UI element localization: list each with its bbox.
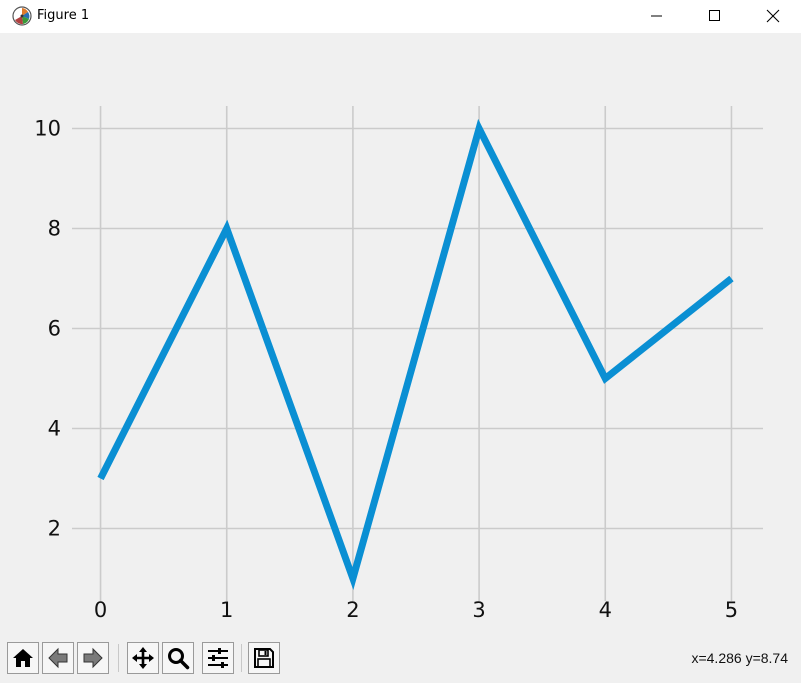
close-icon xyxy=(766,9,780,23)
forward-button[interactable] xyxy=(77,642,109,674)
pan-move-icon xyxy=(132,647,154,669)
title-bar[interactable]: Figure 1 xyxy=(0,0,801,33)
minimize-icon xyxy=(651,15,662,17)
back-button[interactable] xyxy=(42,642,74,674)
pan-button[interactable] xyxy=(127,642,159,674)
minimize-button[interactable] xyxy=(628,0,686,32)
x-tick-label: 3 xyxy=(472,598,485,622)
data-series-line xyxy=(97,118,734,590)
back-arrow-icon xyxy=(48,647,68,669)
cursor-coordinates: x=4.286 y=8.74 xyxy=(691,650,788,666)
y-tick-label: 6 xyxy=(48,317,61,341)
close-button[interactable] xyxy=(744,0,801,32)
y-tick-label: 2 xyxy=(48,517,61,541)
window-bottom-border xyxy=(0,683,801,693)
home-icon xyxy=(13,649,33,667)
y-tick-label: 8 xyxy=(48,217,61,241)
zoom-magnifier-icon xyxy=(168,648,190,670)
x-tick-label: 4 xyxy=(599,598,612,622)
navigation-toolbar: x=4.286 y=8.74 xyxy=(0,638,801,683)
configure-subplots-icon xyxy=(208,648,228,668)
y-tick-label: 4 xyxy=(48,417,61,441)
x-tick-label: 2 xyxy=(346,598,359,622)
x-tick-label: 1 xyxy=(220,598,233,622)
y-tick-label: 10 xyxy=(34,117,61,141)
maximize-button[interactable] xyxy=(686,0,744,32)
toolbar-separator xyxy=(241,644,242,672)
maximize-icon xyxy=(709,10,720,21)
save-floppy-icon xyxy=(254,648,274,668)
forward-arrow-icon xyxy=(83,647,103,669)
configure-subplots-button[interactable] xyxy=(202,642,234,674)
x-tick-label: 5 xyxy=(725,598,738,622)
line-chart: 0 1 2 3 4 5 2 4 6 8 10 xyxy=(34,106,763,622)
x-tick-label: 0 xyxy=(94,598,107,622)
toolbar-separator xyxy=(118,644,119,672)
window-title: Figure 1 xyxy=(37,8,90,23)
home-button[interactable] xyxy=(7,642,39,674)
zoom-button[interactable] xyxy=(162,642,194,674)
matplotlib-logo-icon xyxy=(12,6,32,26)
figure-canvas[interactable]: 0 1 2 3 4 5 2 4 6 8 10 xyxy=(0,33,801,638)
save-button[interactable] xyxy=(248,642,280,674)
